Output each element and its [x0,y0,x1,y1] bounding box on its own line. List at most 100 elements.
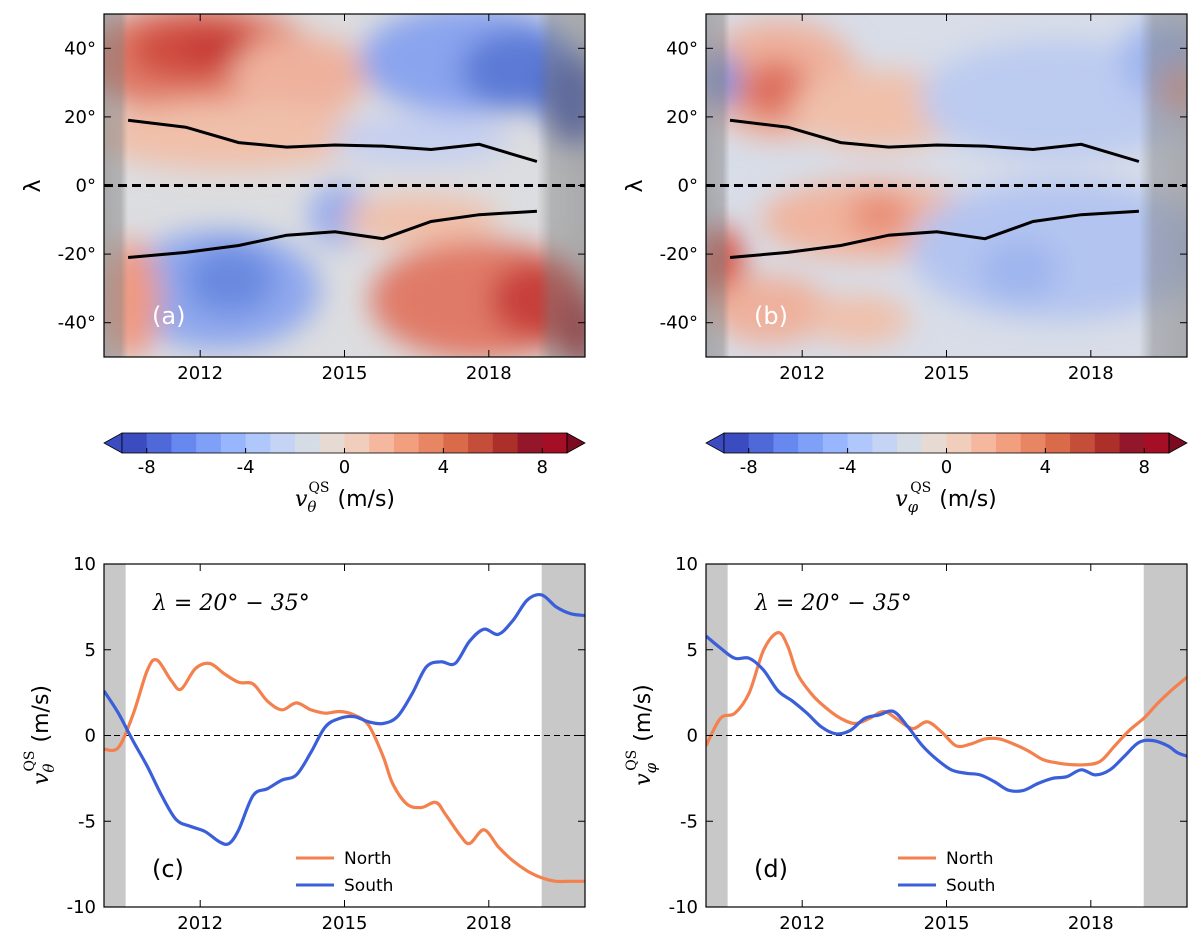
colorbar-tick-label: -4 [237,457,255,478]
ytick-label: 10 [73,554,96,575]
colorbar-segment [245,433,271,453]
panel-a: 2012 2015 2018 40° 20° 0° -20° -40° λ (a) [21,13,586,384]
north-boundary-b [729,118,1140,163]
colorbar-segment [418,433,444,453]
colorbar-segment [270,433,296,453]
colorbar-segment [773,433,799,453]
legend-south-d: South [946,876,995,896]
colorbar-tick-label: 0 [339,457,350,478]
colorbar-segment [542,433,568,453]
xtick-label: 2018 [466,363,512,384]
colorbar-segment [872,433,898,453]
ytick-label: 0 [85,726,96,747]
colorbar-tick-label: 4 [1040,457,1051,478]
series-south-c [104,592,585,846]
panel-b: 2012 2015 2018 40° 20° 0° -20° -40° λ (b) [623,13,1188,384]
plot-d: 2012 2015 2018 10 5 0 -5 -10 [669,554,1188,934]
xtick-label: 2012 [779,913,825,934]
colorbar-segment [196,433,222,453]
colorbar-segment [946,433,972,453]
series-north-c [104,657,585,884]
colorbar-extend-high [1168,432,1188,454]
ytick-label: -5 [78,811,96,832]
legend-d: North South [898,849,995,896]
colorbar-tick-label: 4 [438,457,449,478]
colorbar-segment [220,433,247,453]
colorbar-extend-low [103,432,123,454]
legend-north-c: North [344,849,392,869]
ytick-label: 0 [687,726,698,747]
colorbar-segment [1119,433,1145,453]
colorbar-segment [748,433,775,453]
colorbar-b: -8 -4 0 4 8 [705,432,1188,478]
colorbar-segment [971,433,997,453]
colorbar-label-b: vφQS (m/s) [895,480,997,516]
colorbar-segment [344,433,370,453]
colorbar-segment [295,433,321,453]
colorbar-tick-label: 8 [1139,457,1150,478]
axes-b: 2012 2015 2018 40° 20° 0° -20° -40° [660,14,1187,384]
heatmap-b [706,14,1187,357]
ytick-label: -20° [660,244,698,265]
xtick-label: 2015 [322,363,368,384]
colorbar-tick-label: 0 [941,457,952,478]
colorbar-label-a: vθQS (m/s) [295,480,395,516]
ytick-label: -40° [58,313,96,334]
south-boundary-b [729,209,1139,259]
plot-c: 2012 2015 2018 10 5 0 -5 -10 [67,554,586,934]
colorbar-segment [517,433,543,453]
colorbar-segment [847,433,873,453]
ytick-label: 40° [64,38,96,59]
panel-label-c: (c) [152,855,184,883]
colorbar-segment [146,433,173,453]
colorbar-segment [1045,433,1071,453]
colorbar-segment [443,433,469,453]
axes-a: 2012 2015 2018 40° 20° 0° -20° -40° [58,14,585,384]
ylabel-a: λ [21,179,46,192]
annotation-c: λ = 20° − 35° [152,591,310,616]
legend-north-d: North [946,849,994,869]
colorbar-tick-label: 8 [537,457,548,478]
xtick-label: 2018 [1068,913,1114,934]
colorbar-segment [822,433,849,453]
ylabel-b: λ [623,179,648,192]
colorbar-segment [798,433,824,453]
panel-label-b: (b) [754,302,788,330]
colorbar-tick-label: -8 [138,457,156,478]
north-boundary-a [127,118,538,163]
colorbar-segment [1144,433,1170,453]
colorbar-extend-high [566,432,586,454]
xtick-label: 2018 [466,913,512,934]
ylabel-d: vφQS(m/s) [624,684,660,786]
xtick-label: 2018 [1068,363,1114,384]
legend-c: North South [296,849,393,896]
colorbar-segment [171,433,197,453]
ytick-label: 40° [666,38,698,59]
panel-label-a: (a) [152,302,185,330]
colorbar-segment [393,433,420,453]
colorbar-segment [921,433,948,453]
legend-south-c: South [344,876,393,896]
ytick-label: -20° [58,244,96,265]
xtick-label: 2012 [779,363,825,384]
ytick-label: 0° [678,176,698,197]
colorbar-segment [897,433,923,453]
xtick-label: 2015 [924,913,970,934]
ytick-label: 0° [76,176,96,197]
colorbar-segment [122,433,148,453]
colorbar-segment [724,433,750,453]
xtick-label: 2012 [177,913,223,934]
colorbar-segment [369,433,395,453]
colorbar-tick-label: -4 [839,457,857,478]
annotation-d: λ = 20° − 35° [754,591,912,616]
colorbar-segment [319,433,346,453]
ytick-label: 5 [85,640,96,661]
colorbar-segment [995,433,1022,453]
colorbar-segment [492,433,519,453]
ytick-label: -5 [680,811,698,832]
ytick-label: 20° [64,107,96,128]
ytick-label: -40° [660,313,698,334]
ytick-label: 5 [687,640,698,661]
